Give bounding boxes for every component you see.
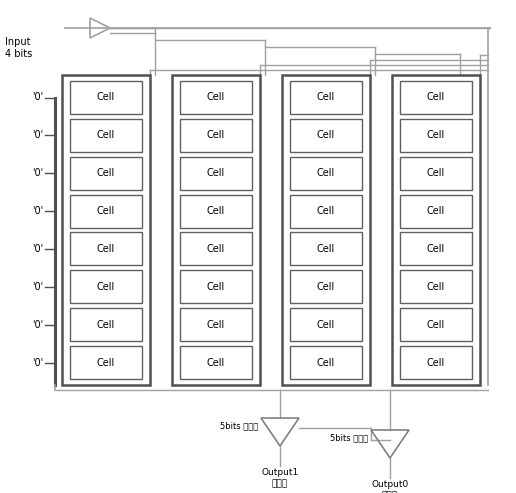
Bar xyxy=(70,346,142,379)
Bar xyxy=(70,232,142,265)
Bar xyxy=(290,232,362,265)
Bar xyxy=(70,308,142,341)
Text: Cell: Cell xyxy=(207,282,225,292)
Text: Cell: Cell xyxy=(207,357,225,367)
Bar xyxy=(180,119,252,152)
Text: '0': '0' xyxy=(32,244,43,254)
Bar xyxy=(400,232,472,265)
Bar xyxy=(400,270,472,303)
Text: Cell: Cell xyxy=(207,168,225,178)
Text: Cell: Cell xyxy=(97,319,115,330)
Text: Cell: Cell xyxy=(427,93,445,103)
Bar xyxy=(180,346,252,379)
Bar xyxy=(62,75,150,385)
Text: Cell: Cell xyxy=(427,168,445,178)
Text: Cell: Cell xyxy=(207,130,225,141)
Bar xyxy=(290,308,362,341)
Text: '0': '0' xyxy=(32,93,43,103)
Bar xyxy=(290,270,362,303)
Bar xyxy=(70,157,142,190)
Text: Cell: Cell xyxy=(317,319,335,330)
Bar xyxy=(400,308,472,341)
Text: Cell: Cell xyxy=(97,168,115,178)
Bar xyxy=(290,157,362,190)
Bar xyxy=(180,270,252,303)
Text: Cell: Cell xyxy=(427,319,445,330)
Text: Cell: Cell xyxy=(97,282,115,292)
Bar xyxy=(400,81,472,114)
Text: '0': '0' xyxy=(32,319,43,330)
Bar xyxy=(180,308,252,341)
Text: Cell: Cell xyxy=(97,206,115,216)
Bar xyxy=(282,75,370,385)
Text: Cell: Cell xyxy=(317,168,335,178)
Bar xyxy=(70,195,142,228)
Bar xyxy=(180,157,252,190)
Text: Cell: Cell xyxy=(427,130,445,141)
Bar xyxy=(290,119,362,152)
Text: Cell: Cell xyxy=(427,357,445,367)
Text: '0': '0' xyxy=(32,282,43,292)
Text: Cell: Cell xyxy=(97,244,115,254)
Bar xyxy=(180,232,252,265)
Text: 5bits 听客串: 5bits 听客串 xyxy=(220,422,258,430)
Bar xyxy=(400,157,472,190)
Text: Cell: Cell xyxy=(97,357,115,367)
Bar xyxy=(290,81,362,114)
Text: Cell: Cell xyxy=(207,244,225,254)
Text: Input
4 bits: Input 4 bits xyxy=(5,37,32,59)
Bar xyxy=(70,270,142,303)
Text: Cell: Cell xyxy=(317,93,335,103)
Text: Output1
客栈验: Output1 客栈验 xyxy=(262,468,299,488)
Text: '0': '0' xyxy=(32,130,43,141)
Text: Cell: Cell xyxy=(97,93,115,103)
Bar xyxy=(70,81,142,114)
Bar xyxy=(290,346,362,379)
Text: Cell: Cell xyxy=(207,206,225,216)
Bar xyxy=(290,195,362,228)
Text: Cell: Cell xyxy=(317,130,335,141)
Bar xyxy=(400,346,472,379)
Bar xyxy=(180,81,252,114)
Text: '0': '0' xyxy=(32,357,43,367)
Text: Cell: Cell xyxy=(317,357,335,367)
Text: Output0
慢栈验: Output0 慢栈验 xyxy=(372,480,409,493)
Text: Cell: Cell xyxy=(427,282,445,292)
Text: Cell: Cell xyxy=(317,244,335,254)
Bar xyxy=(180,195,252,228)
Text: Cell: Cell xyxy=(317,206,335,216)
Bar xyxy=(70,119,142,152)
Text: '0': '0' xyxy=(32,168,43,178)
Text: Cell: Cell xyxy=(97,130,115,141)
Text: '0': '0' xyxy=(32,206,43,216)
Text: Cell: Cell xyxy=(207,319,225,330)
Bar xyxy=(400,195,472,228)
Text: Cell: Cell xyxy=(427,244,445,254)
Bar xyxy=(392,75,480,385)
Text: Cell: Cell xyxy=(317,282,335,292)
Bar xyxy=(400,119,472,152)
Text: Cell: Cell xyxy=(427,206,445,216)
Bar xyxy=(172,75,260,385)
Text: Cell: Cell xyxy=(207,93,225,103)
Text: 5bits 听客串: 5bits 听客串 xyxy=(330,433,368,443)
